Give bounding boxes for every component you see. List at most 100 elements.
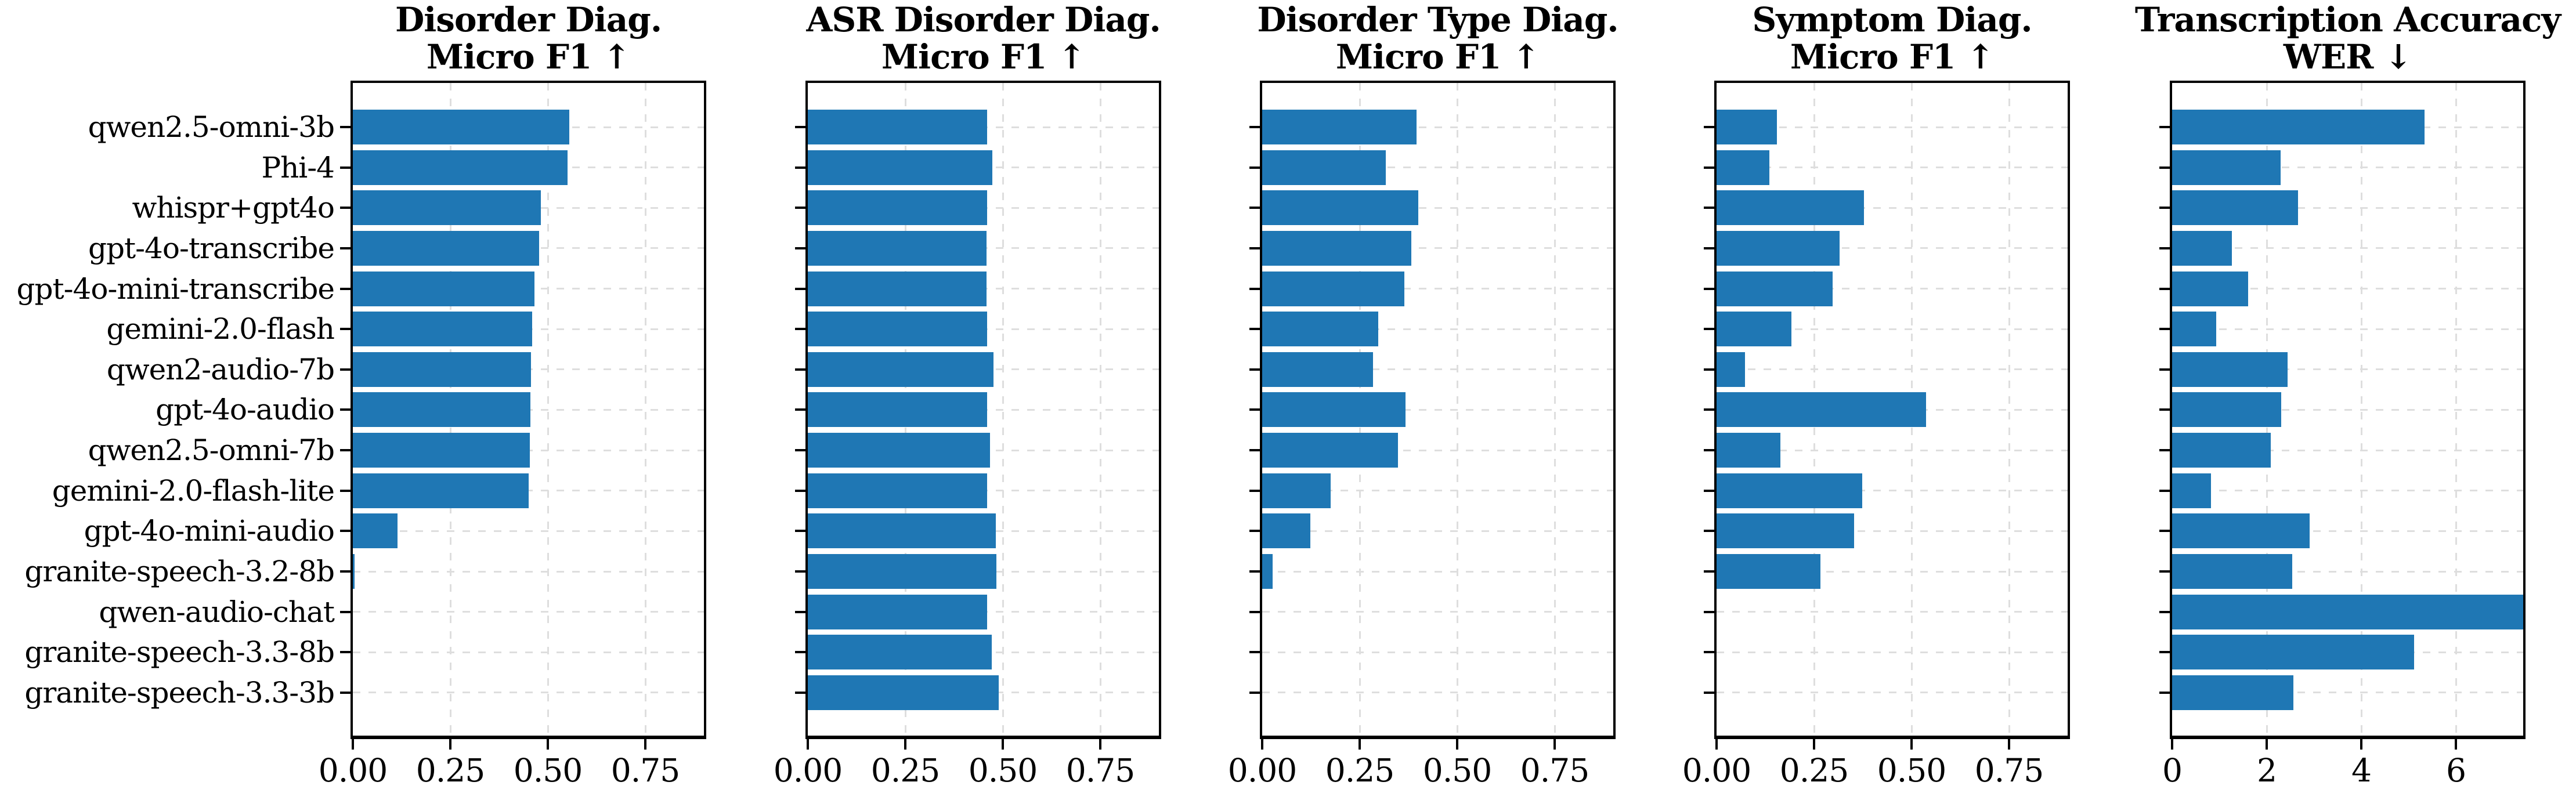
y-tick-label: Phi-4 [0,150,334,186]
y-tick-label: qwen2.5-omni-7b [0,432,334,468]
bar-gemini-2.0-flash-lite [353,473,529,508]
y-axis-tick [2159,651,2170,653]
horizontal-gridline [1717,368,2068,370]
chart-title-line: ASR Disorder Diag. [752,1,1216,38]
x-tick-label: 0.75 [1922,752,2096,789]
y-axis-tick [1704,449,1714,451]
y-axis-tick [2159,207,2170,209]
y-axis-tick [340,167,351,169]
y-axis-tick [1249,126,1260,128]
y-axis-tick [1249,408,1260,411]
x-axis-tick [2455,739,2457,750]
x-axis-tick [1099,739,1101,750]
y-axis-tick [340,449,351,451]
y-axis-tick [795,126,805,128]
bar-gpt-4o-mini-audio [2172,513,2310,548]
y-axis-tick [340,207,351,209]
y-axis-tick [795,167,805,169]
chart-panel-3 [1260,81,1616,739]
bar-gpt-4o-mini-audio [1717,513,1854,548]
y-axis-tick [1249,651,1260,653]
y-axis-tick [1704,692,1714,694]
y-tick-label: qwen2-audio-7b [0,352,334,388]
bar-whispr+gpt4o [1717,190,1864,225]
x-axis-tick [449,739,451,750]
x-axis-tick [2171,739,2173,750]
y-axis-tick [795,207,805,209]
x-axis-tick [644,739,646,750]
x-axis-tick [1002,739,1004,750]
x-axis-tick [1359,739,1361,750]
chart-title-line: Micro F1 ↑ [752,38,1216,75]
y-axis-tick [2159,408,2170,411]
y-axis-tick [795,288,805,290]
y-axis-tick [340,570,351,573]
x-axis-tick [1456,739,1458,750]
y-tick-label: granite-speech-3.3-8b [0,634,334,670]
y-axis-tick [795,530,805,532]
y-axis-tick [1704,570,1714,573]
bar-Phi-4 [2172,150,2281,185]
chart-panel-2 [805,81,1161,739]
bar-gpt-4o-transcribe [1717,231,1840,266]
bar-qwen2.5-omni-7b [2172,433,2271,468]
bar-qwen-audio-chat [2172,595,2523,629]
bar-granite-speech-3.2-8b [1717,554,1820,589]
y-axis-tick [340,611,351,613]
x-axis-tick [1261,739,1263,750]
y-axis-tick [1249,328,1260,330]
bar-granite-speech-3.3-3b [808,675,999,710]
chart-title-line: Disorder Type Diag. [1206,1,1670,38]
y-axis-tick [1704,328,1714,330]
bar-qwen2-audio-7b [353,352,531,387]
bar-Phi-4 [1262,150,1386,185]
y-axis-tick [795,570,805,573]
y-axis-tick [2159,126,2170,128]
bar-gpt-4o-audio [1262,392,1406,427]
y-axis-tick [1249,490,1260,492]
bar-granite-speech-3.3-3b [2172,675,2293,710]
x-axis-tick [904,739,906,750]
y-axis-tick [1704,207,1714,209]
y-tick-label: granite-speech-3.2-8b [0,553,334,589]
chart-title-line: Micro F1 ↑ [297,38,761,75]
y-tick-label: gpt-4o-transcribe [0,230,334,266]
y-axis-tick [795,692,805,694]
y-axis-tick [340,368,351,371]
bar-gpt-4o-transcribe [2172,231,2232,266]
x-tick-label: 0.75 [558,752,732,789]
chart-title: Disorder Type Diag.Micro F1 ↑ [1206,1,1670,75]
y-axis-tick [795,611,805,613]
horizontal-gridline [353,571,704,573]
y-axis-tick [340,408,351,411]
bar-gemini-2.0-flash-lite [1717,473,1862,508]
y-axis-tick [1249,247,1260,249]
y-axis-tick [1704,530,1714,532]
y-axis-tick [1249,368,1260,371]
y-axis-tick [795,449,805,451]
bar-gpt-4o-mini-transcribe [1262,272,1404,306]
y-axis-tick [1704,490,1714,492]
bar-gemini-2.0-flash [353,312,532,346]
horizontal-gridline [2172,490,2523,491]
bar-qwen2-audio-7b [1262,352,1373,387]
y-axis-tick [1704,126,1714,128]
y-axis-tick [2159,490,2170,492]
y-axis-tick [340,288,351,290]
chart-title-line: Micro F1 ↑ [1660,38,2125,75]
horizontal-gridline [1717,611,2068,613]
y-axis-tick [340,490,351,492]
bar-qwen2-audio-7b [2172,352,2288,387]
bar-qwen2-audio-7b [808,352,993,387]
y-axis-tick [2159,328,2170,330]
chart-title: ASR Disorder Diag.Micro F1 ↑ [752,1,1216,75]
bar-qwen2.5-omni-7b [1262,433,1398,468]
bar-qwen2.5-omni-7b [353,433,530,468]
y-axis-tick [2159,288,2170,290]
x-axis-tick [547,739,549,750]
bar-granite-speech-3.2-8b [808,554,996,589]
y-tick-label: granite-speech-3.3-3b [0,675,334,711]
bar-gpt-4o-audio [808,392,987,427]
bar-gpt-4o-mini-transcribe [1717,272,1833,306]
y-tick-label: qwen-audio-chat [0,594,334,630]
